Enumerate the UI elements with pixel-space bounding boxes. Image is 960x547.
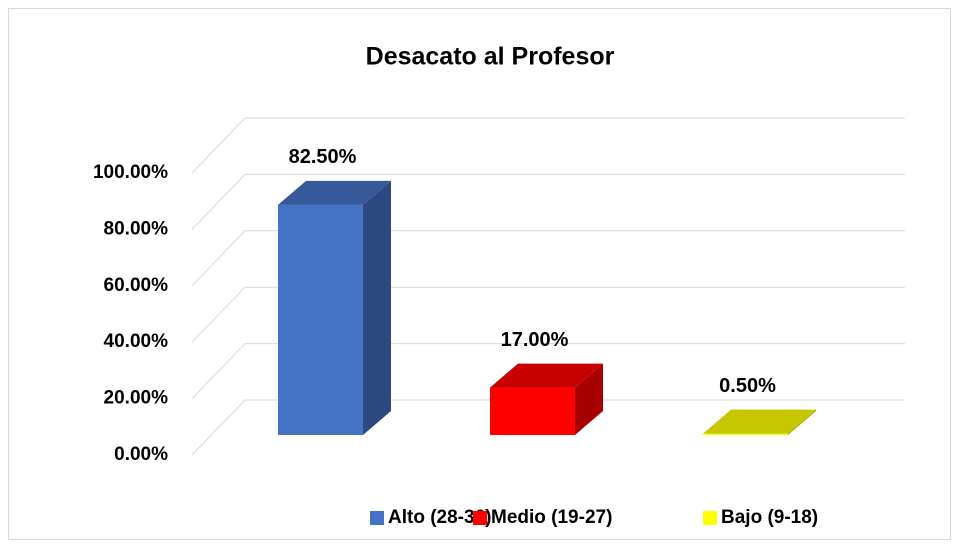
value-label: 17.00% [501, 329, 569, 351]
value-label: 82.50% [289, 146, 357, 168]
legend-swatch [703, 511, 717, 525]
bar [278, 204, 363, 435]
grid-line [191, 399, 905, 456]
bar-side [575, 363, 603, 435]
y-tick-label: 0.00% [114, 444, 168, 465]
chart-frame [8, 8, 951, 540]
grid-line [191, 117, 905, 174]
grid-line [191, 286, 905, 343]
bar [703, 433, 788, 435]
y-tick-label: 40.00% [104, 331, 169, 352]
bar-side [788, 409, 816, 435]
y-tick-label: 60.00% [104, 275, 169, 296]
legend-label: Alto (28-36) [388, 507, 491, 528]
grid-line [191, 343, 905, 399]
bar-top [490, 363, 603, 388]
bar-side [363, 180, 391, 435]
y-tick-label: 20.00% [104, 388, 169, 409]
bar [490, 387, 575, 435]
y-tick-label: 80.00% [104, 218, 169, 239]
value-label: 0.50% [719, 375, 776, 397]
grid-line [191, 230, 905, 287]
legend-label: Bajo (9-18) [721, 507, 818, 528]
y-tick-label: 100.00% [93, 162, 168, 183]
chart-title: Desacato al Profesor [366, 43, 615, 71]
legend-swatch [370, 511, 384, 525]
legend-label: Medio (19-27) [491, 507, 612, 528]
legend-swatch [473, 511, 487, 525]
bar-top [278, 180, 391, 205]
grid-line [191, 173, 905, 230]
bar-top [703, 409, 816, 434]
